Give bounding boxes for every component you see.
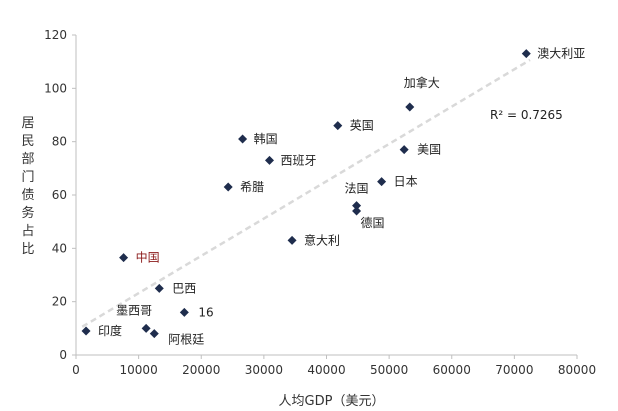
point-label: 希腊 bbox=[240, 179, 264, 194]
data-point bbox=[179, 307, 189, 317]
y-tick-label: 40 bbox=[52, 241, 67, 255]
point-label: 法国 bbox=[345, 182, 369, 196]
data-point bbox=[149, 329, 159, 339]
y-tick-label: 120 bbox=[44, 28, 67, 42]
x-tick-label: 0 bbox=[72, 363, 80, 377]
data-point bbox=[377, 177, 387, 187]
data-point bbox=[333, 121, 343, 131]
point-label: 中国 bbox=[136, 250, 160, 265]
point-label: 澳大利亚 bbox=[537, 47, 585, 61]
point-label: 巴西 bbox=[172, 281, 196, 295]
point-label: 墨西哥 bbox=[116, 303, 152, 317]
data-point bbox=[238, 134, 248, 144]
data-point bbox=[405, 102, 415, 112]
x-tick-label: 20000 bbox=[182, 363, 220, 377]
y-tick-label: 100 bbox=[44, 81, 67, 95]
point-label: 韩国 bbox=[254, 131, 278, 146]
x-axis-title: 人均GDP（美元） bbox=[279, 394, 385, 409]
x-tick-label: 80000 bbox=[558, 363, 596, 377]
x-tick-label: 40000 bbox=[307, 363, 345, 377]
x-tick-label: 30000 bbox=[245, 363, 283, 377]
data-point bbox=[399, 145, 409, 155]
data-point bbox=[352, 206, 362, 216]
data-point bbox=[141, 323, 151, 333]
data-point bbox=[119, 253, 129, 263]
data-point bbox=[154, 283, 164, 293]
point-label: 阿根廷 bbox=[168, 333, 204, 347]
point-label: 16 bbox=[198, 305, 213, 319]
point-label: 加拿大 bbox=[404, 75, 440, 90]
x-tick-label: 50000 bbox=[370, 363, 408, 377]
r-squared-label: R² = 0.7265 bbox=[490, 108, 563, 122]
point-label: 印度 bbox=[98, 323, 122, 338]
y-tick-label: 20 bbox=[52, 295, 67, 309]
point-label: 西班牙 bbox=[281, 153, 317, 167]
point-label: 日本 bbox=[394, 175, 418, 189]
y-axis-title: 居民部门债务占比 bbox=[21, 116, 34, 257]
x-tick-label: 10000 bbox=[120, 363, 158, 377]
data-point bbox=[521, 49, 531, 59]
point-label: 德国 bbox=[361, 215, 385, 230]
trendline-group bbox=[81, 58, 531, 328]
y-tick-label: 0 bbox=[59, 348, 67, 362]
axes: 0 10000 20000 30000 40000 50000 60000 70000 8000… bbox=[44, 28, 596, 377]
point-label: 意大利 bbox=[304, 232, 340, 247]
point-label: 美国 bbox=[417, 143, 441, 157]
data-point bbox=[287, 235, 297, 245]
point-label: 英国 bbox=[350, 119, 374, 133]
y-tick-label: 80 bbox=[52, 135, 67, 149]
data-point bbox=[223, 182, 233, 192]
y-tick-label: 60 bbox=[52, 188, 67, 202]
x-tick-label: 60000 bbox=[433, 363, 471, 377]
trendline bbox=[81, 58, 531, 328]
data-point bbox=[352, 201, 362, 211]
data-point bbox=[81, 326, 91, 336]
x-tick-label: 70000 bbox=[495, 363, 533, 377]
data-point bbox=[265, 155, 275, 165]
